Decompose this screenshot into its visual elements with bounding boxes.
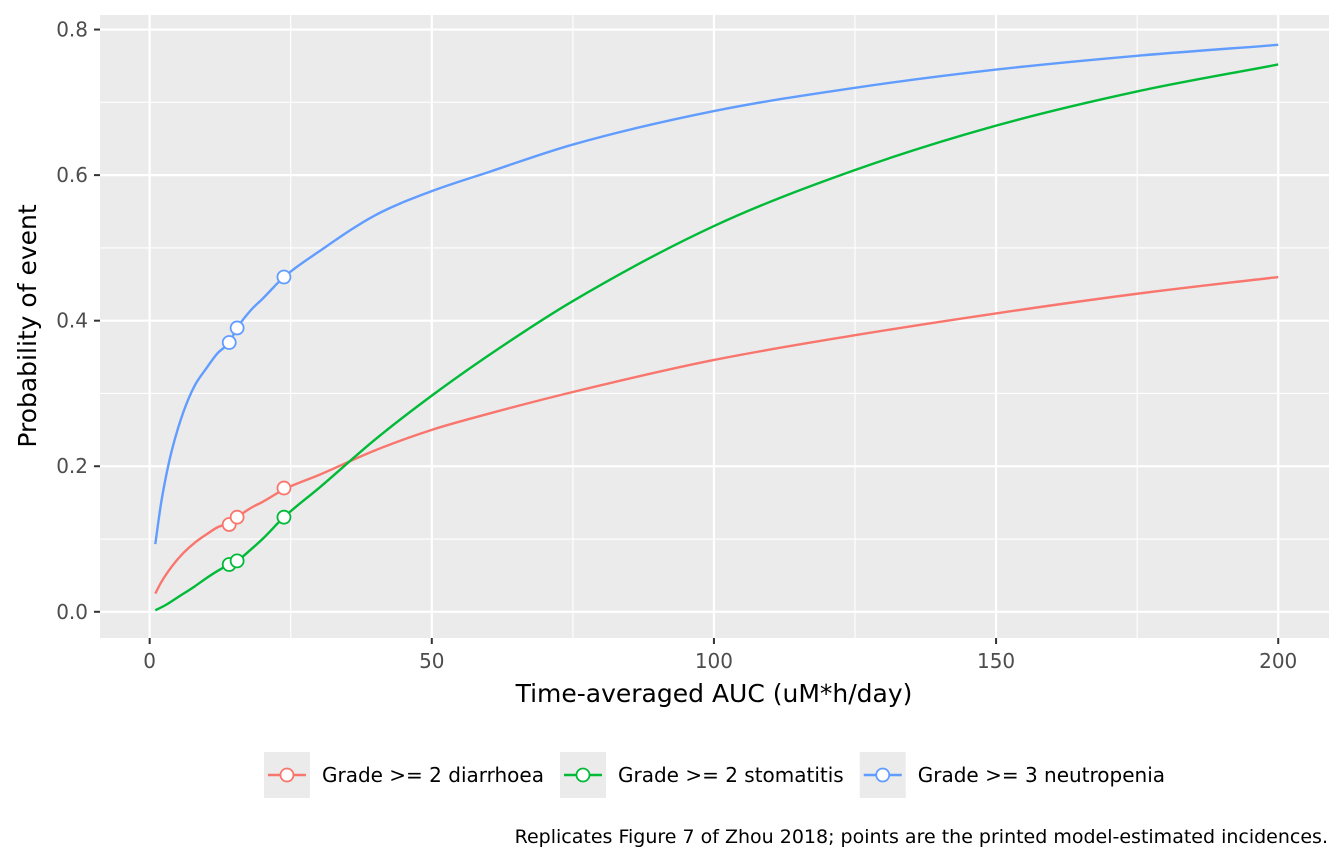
caption: Replicates Figure 7 of Zhou 2018; points… (515, 826, 1328, 848)
x-tick-label: 50 (419, 649, 444, 673)
data-point (229, 509, 245, 525)
legend-item: Grade >= 3 neutropenia (859, 752, 1165, 798)
legend-item: Grade >= 2 stomatitis (559, 752, 844, 798)
major-gridlines (100, 15, 1329, 638)
legend-key-point (875, 767, 891, 783)
legend-label: Grade >= 2 stomatitis (618, 763, 844, 787)
data-point (276, 480, 292, 496)
legend-item: Grade >= 2 diarrhoea (263, 752, 544, 798)
x-tick-label: 100 (695, 649, 733, 673)
series-points (221, 269, 292, 572)
data-point (229, 320, 245, 336)
data-point (221, 335, 237, 350)
data-point (229, 553, 245, 569)
data-point (276, 509, 292, 525)
legend-key-point (279, 767, 295, 783)
series-line-0 (154, 275, 1279, 595)
legend-key-point (575, 767, 591, 783)
y-tick-label: 0.2 (56, 454, 88, 478)
y-tick-label: 0.0 (56, 600, 88, 624)
series-line-1 (154, 63, 1279, 612)
x-axis-title: Time-averaged AUC (uM*h/day) (515, 679, 913, 708)
legend-label: Grade >= 3 neutropenia (918, 763, 1165, 787)
y-axis: 0.0 0.2 0.4 0.6 0.8 (56, 18, 100, 624)
x-tick-label: 200 (1259, 649, 1297, 673)
x-tick-label: 0 (143, 649, 156, 673)
y-tick-label: 0.4 (56, 309, 88, 333)
y-axis-title: Probability of event (13, 204, 42, 448)
data-point (276, 269, 292, 285)
legend: Grade >= 2 diarrhoea Grade >= 2 stomatiti… (263, 752, 1165, 798)
y-tick-label: 0.8 (56, 18, 88, 42)
y-tick-label: 0.6 (56, 163, 88, 187)
legend-label: Grade >= 2 diarrhoea (322, 763, 544, 787)
x-axis: 0 50 100 150 200 (143, 638, 1297, 673)
x-tick-label: 150 (977, 649, 1015, 673)
